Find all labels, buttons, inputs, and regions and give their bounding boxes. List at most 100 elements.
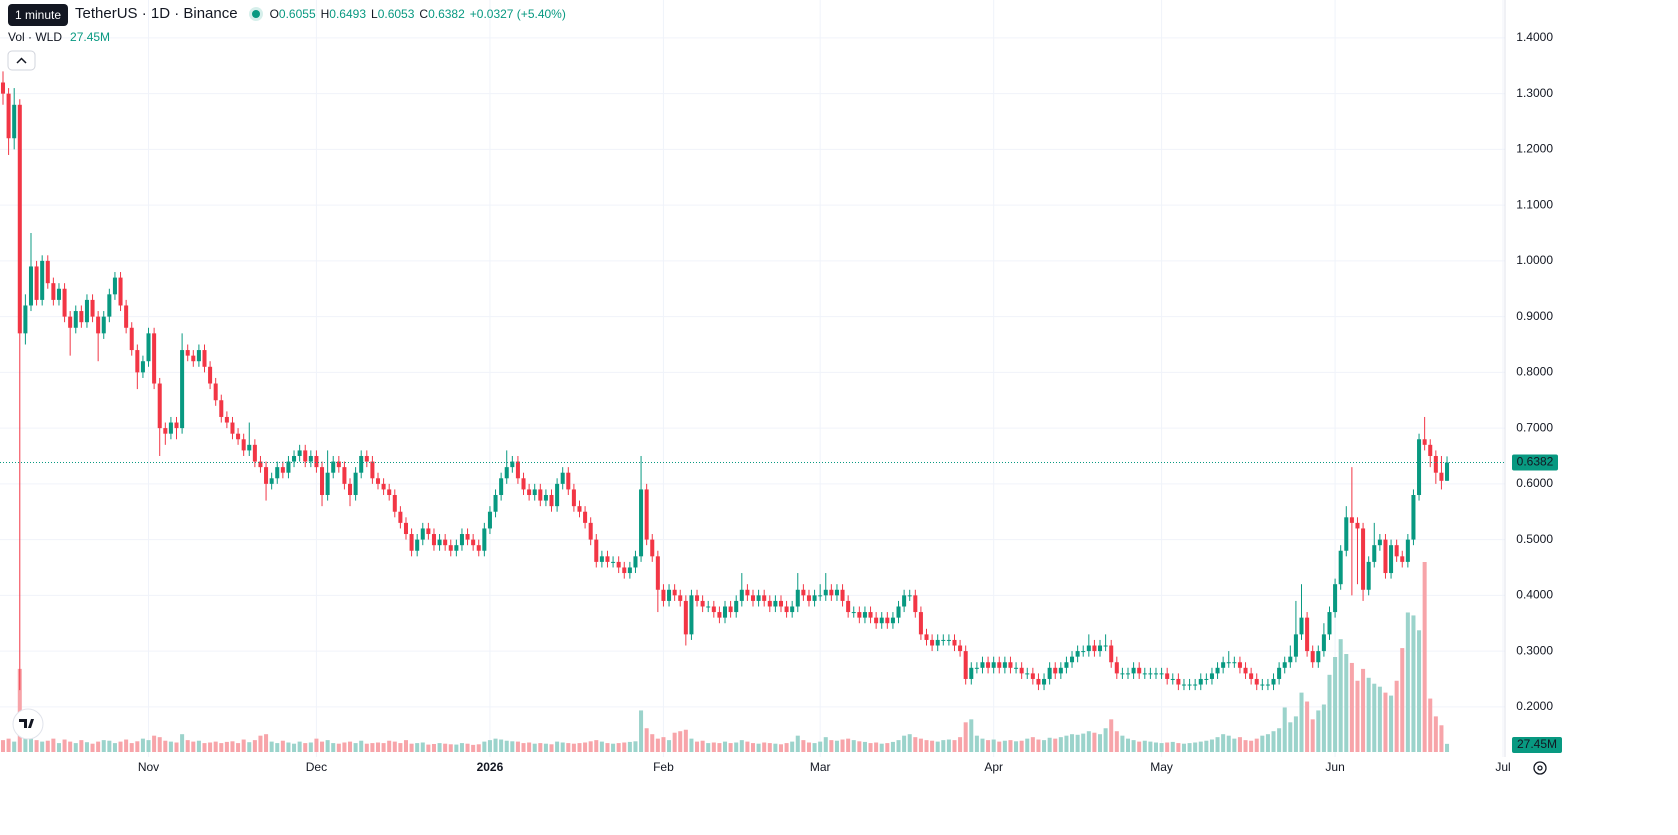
- volume-bar: [818, 741, 823, 752]
- candle-body: [1383, 539, 1388, 574]
- volume-bar: [644, 728, 649, 752]
- candle-body: [1042, 678, 1047, 685]
- volume-bar: [695, 741, 700, 752]
- volume-bar: [1153, 742, 1158, 752]
- volume-bar: [426, 744, 431, 752]
- volume-bar: [6, 738, 11, 752]
- volume-bar: [599, 741, 604, 752]
- x-tick-label: Feb: [653, 760, 674, 774]
- volume-bar: [739, 740, 744, 752]
- candle-body: [885, 617, 890, 624]
- close-value: 0.6382: [428, 6, 465, 21]
- volume-bar: [62, 739, 67, 752]
- collapse-button[interactable]: [7, 50, 36, 71]
- candle-body: [124, 305, 129, 328]
- volume-bar: [806, 742, 811, 752]
- candle-body: [1153, 673, 1158, 675]
- volume-bar: [1030, 737, 1035, 752]
- candle-body: [0, 82, 6, 94]
- candle-body: [1338, 550, 1343, 585]
- candle-body: [1070, 656, 1075, 663]
- volume-bar: [1075, 734, 1080, 752]
- volume-bar: [297, 741, 302, 752]
- volume-bar: [1439, 725, 1444, 752]
- candle-body: [622, 567, 627, 574]
- candle-body: [868, 612, 873, 618]
- volume-bar: [482, 741, 487, 752]
- candle-body: [773, 600, 778, 607]
- candle-body: [1075, 651, 1080, 657]
- x-tick-label: Jul: [1495, 760, 1510, 774]
- candle-body: [1293, 634, 1298, 657]
- candle-body: [1053, 667, 1058, 674]
- volume-bar: [124, 739, 129, 752]
- volume-bar: [1025, 738, 1030, 752]
- volume-bar: [986, 740, 991, 752]
- volume-bar: [515, 741, 520, 752]
- overlay: 0.2000 0.3000 0.4000 0.5000 0.6000 0.7000 0.80…: [0, 30, 1562, 774]
- candle-body: [140, 361, 145, 373]
- candle-body: [1215, 667, 1220, 674]
- candle-body: [101, 316, 106, 334]
- candle-body: [1176, 678, 1181, 685]
- settings-icon[interactable]: [1533, 761, 1547, 775]
- volume-bar: [767, 743, 772, 752]
- candle-body: [1333, 584, 1338, 613]
- candle-body: [1131, 667, 1136, 674]
- y-tick-label: 1.2000: [1516, 142, 1553, 156]
- high-value: 0.6493: [329, 6, 366, 21]
- volume-bar: [258, 735, 263, 752]
- candle-body: [750, 595, 756, 601]
- volume-bar: [1232, 738, 1237, 752]
- candle-body: [583, 511, 588, 523]
- candle-body: [991, 662, 996, 668]
- candle-body: [1271, 678, 1276, 685]
- volume-bar: [711, 742, 716, 752]
- volume-bar: [1288, 722, 1293, 752]
- volume-bar: [790, 741, 795, 752]
- candle-body: [902, 595, 907, 607]
- y-tick-label: 0.8000: [1516, 365, 1553, 379]
- candle-body: [163, 428, 168, 434]
- y-tick-label: 0.7000: [1516, 420, 1553, 434]
- volume-bar: [224, 741, 229, 752]
- candle-body: [348, 483, 353, 496]
- volume-bar: [292, 743, 297, 752]
- volume-bar: [1170, 741, 1175, 752]
- candle-body: [806, 595, 811, 601]
- volume-bar: [1355, 680, 1360, 752]
- candle-body: [1305, 617, 1310, 652]
- candle-body: [336, 461, 341, 468]
- x-tick-label: Dec: [306, 760, 327, 774]
- candle-body: [1394, 545, 1399, 557]
- volume-bar: [112, 743, 117, 752]
- y-tick-label: 1.1000: [1516, 197, 1553, 211]
- y-tick-label: 0.6000: [1516, 476, 1553, 490]
- candle-body: [392, 495, 397, 512]
- volume-bar: [1008, 740, 1013, 752]
- volume-bar: [40, 741, 45, 752]
- volume-bar: [1389, 695, 1394, 752]
- candle-body: [963, 651, 968, 679]
- candle-body: [616, 561, 621, 568]
- candle-body: [230, 422, 235, 434]
- candle-body: [68, 316, 73, 328]
- volume-bar: [1053, 738, 1058, 752]
- volume-bar: [762, 742, 767, 752]
- volume-bar: [538, 743, 543, 752]
- candle-body: [890, 617, 895, 624]
- last-price-label: 0.6382: [1517, 455, 1554, 469]
- candle-body: [627, 567, 632, 574]
- candle-body: [756, 595, 761, 601]
- candle-body: [23, 305, 28, 334]
- volume-bar: [140, 738, 145, 752]
- volume-bar: [846, 738, 851, 752]
- candle-body: [778, 600, 783, 607]
- volume-bar: [487, 740, 492, 752]
- volume-bar: [1131, 740, 1136, 752]
- volume-bar: [280, 740, 285, 752]
- candle-body: [1008, 662, 1013, 668]
- candle-body: [185, 350, 190, 356]
- volume-bar: [773, 743, 778, 752]
- logo[interactable]: [12, 708, 44, 740]
